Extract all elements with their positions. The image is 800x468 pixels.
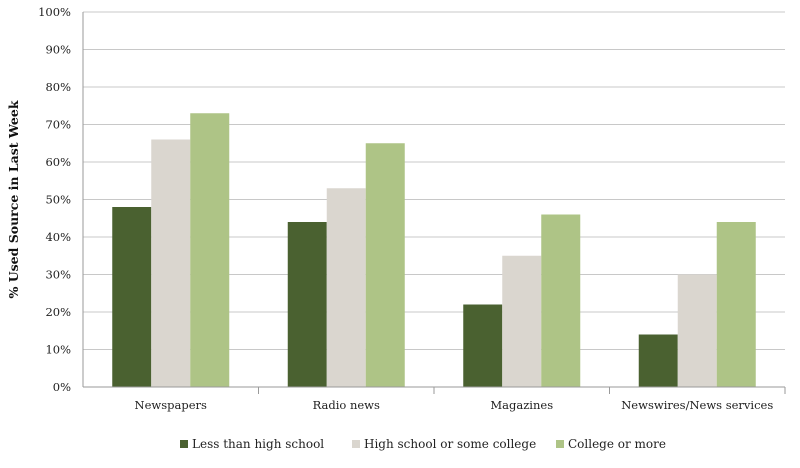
x-tick-label: Newspapers: [135, 398, 207, 412]
x-tick-label: Magazines: [490, 398, 553, 412]
y-tick-label: 50%: [45, 193, 71, 207]
bar-less-than-high-school-3: [463, 304, 503, 387]
bar-high-school-or-some-college-4: [677, 274, 717, 387]
legend-swatch: [180, 440, 188, 448]
x-tick-label: Newswires/News services: [621, 398, 773, 412]
bar-high-school-or-some-college-1: [151, 139, 191, 387]
y-tick-label: 90%: [45, 43, 71, 57]
bar-college-or-more-2: [365, 143, 405, 387]
legend-label: Less than high school: [192, 437, 324, 451]
bar-less-than-high-school-2: [287, 222, 327, 387]
y-tick-label: 80%: [45, 80, 71, 94]
x-tick-label: Radio news: [313, 398, 380, 412]
axes: [82, 12, 786, 394]
legend: Less than high school High school or some…: [180, 437, 666, 451]
y-axis-title: % Used Source in Last Week: [6, 100, 21, 298]
bars: [112, 113, 756, 387]
bar-college-or-more-4: [716, 222, 756, 387]
bar-high-school-or-some-college-3: [502, 255, 542, 387]
legend-swatch: [556, 440, 564, 448]
y-tick-label: 20%: [45, 305, 71, 319]
y-tick-labels: 0% 10% 20% 30% 40% 50% 60% 70% 80% 90% 100%: [38, 5, 71, 394]
legend-swatch: [352, 440, 360, 448]
bar-college-or-more-3: [541, 214, 581, 387]
legend-label: High school or some college: [364, 437, 536, 451]
bar-college-or-more-1: [190, 113, 230, 387]
legend-label: College or more: [568, 437, 666, 451]
x-tick-labels: Newspapers Radio news Magazines Newswires/N…: [135, 398, 774, 412]
bar-less-than-high-school-1: [112, 207, 152, 387]
y-tick-label: 60%: [45, 155, 71, 169]
y-tick-label: 70%: [45, 118, 71, 132]
y-tick-label: 0%: [53, 380, 71, 394]
bar-high-school-or-some-college-2: [326, 188, 366, 387]
y-tick-label: 30%: [45, 268, 71, 282]
y-tick-label: 100%: [38, 5, 71, 19]
y-tick-label: 40%: [45, 230, 71, 244]
y-tick-label: 10%: [45, 343, 71, 357]
bar-less-than-high-school-4: [638, 334, 678, 387]
